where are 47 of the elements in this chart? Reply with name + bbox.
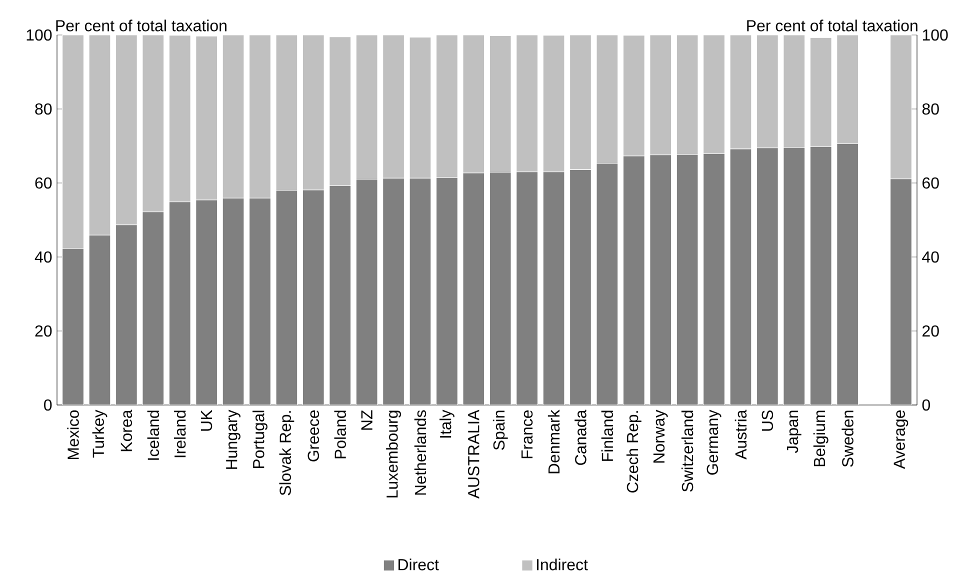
y-tick-label: 80: [922, 103, 939, 115]
x-tick-label: NZ: [361, 410, 372, 430]
x-tick-label: Italy: [439, 410, 454, 438]
x-tick-label: Canada: [574, 410, 586, 465]
y2-tick-label: 80: [35, 103, 52, 115]
y-tick-label: 40: [922, 251, 939, 263]
y2-tick-label: 0: [44, 399, 52, 411]
x-tick-label: Sweden: [842, 410, 854, 467]
x-tick-label: Belgium: [813, 410, 828, 466]
text: Per cent of total taxation: [56, 20, 226, 32]
y2-tick-label: 100: [26, 29, 52, 41]
y-tick-label: 0: [922, 399, 930, 411]
x-tick-label: Czech Rep.: [626, 411, 642, 492]
legend-label: Direct: [398, 558, 439, 570]
text: Per cent of total taxation: [747, 20, 918, 32]
x-tick-label: Portugal: [252, 410, 268, 468]
x-tick-label: Slovak Rep.: [279, 411, 294, 496]
x-tick-label: Norway: [653, 410, 668, 463]
x-tick-label: Netherlands: [414, 410, 426, 495]
x-tick-label: Luxembourg: [386, 410, 401, 498]
x-tick-label: Ireland: [174, 410, 186, 458]
x-tick-label: France: [521, 410, 533, 458]
x-tick-label: Switzerland: [681, 410, 694, 492]
x-tick-label: US: [762, 410, 774, 431]
x-tick-label: Hungary: [226, 410, 240, 469]
x-tick-label: Germany: [706, 410, 722, 475]
x-tick-label: Turkey: [92, 410, 108, 458]
y-tick-label: 60: [922, 177, 939, 189]
y2-tick-label: 60: [35, 177, 52, 189]
x-tick-label: Japan: [786, 410, 802, 454]
x-tick-label: Average: [894, 410, 908, 469]
legend-label: Indirect: [537, 558, 588, 570]
x-tick-label: Korea: [120, 410, 132, 452]
x-tick-label: Mexico: [67, 410, 79, 460]
y-tick-label: 100: [922, 29, 948, 41]
x-tick-label: Spain: [492, 410, 508, 450]
x-tick-label: AUSTRALIA: [468, 410, 480, 499]
x-tick-label: Iceland: [147, 410, 160, 460]
x-tick-label: UK: [201, 410, 212, 431]
x-tick-label: Poland: [334, 410, 346, 458]
y2-tick-label: 20: [35, 325, 52, 337]
x-tick-label: Greece: [308, 410, 320, 462]
y-tick-label: 20: [922, 325, 939, 337]
x-tick-label: Denmark: [548, 410, 560, 474]
x-tick-label: Finland: [601, 410, 614, 461]
x-tick-label: Austria: [734, 410, 747, 460]
y2-tick-label: 40: [34, 251, 52, 263]
